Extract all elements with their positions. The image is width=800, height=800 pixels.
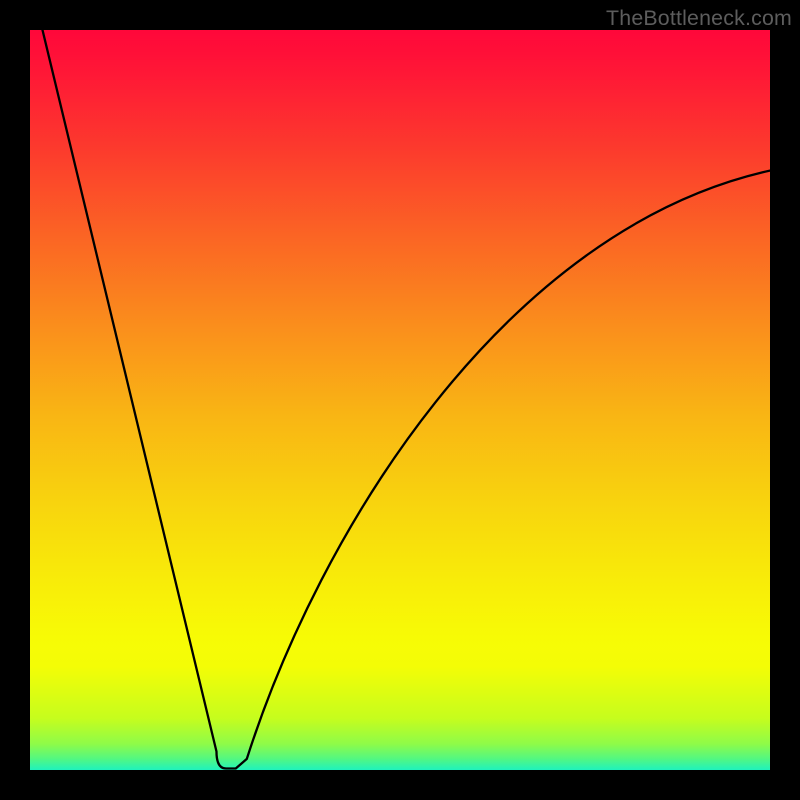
watermark-text: TheBottleneck.com bbox=[606, 6, 792, 31]
gradient-background bbox=[30, 30, 770, 770]
bottleneck-curve-chart bbox=[30, 30, 770, 770]
chart-root: TheBottleneck.com bbox=[0, 0, 800, 800]
plot-area bbox=[30, 30, 770, 770]
